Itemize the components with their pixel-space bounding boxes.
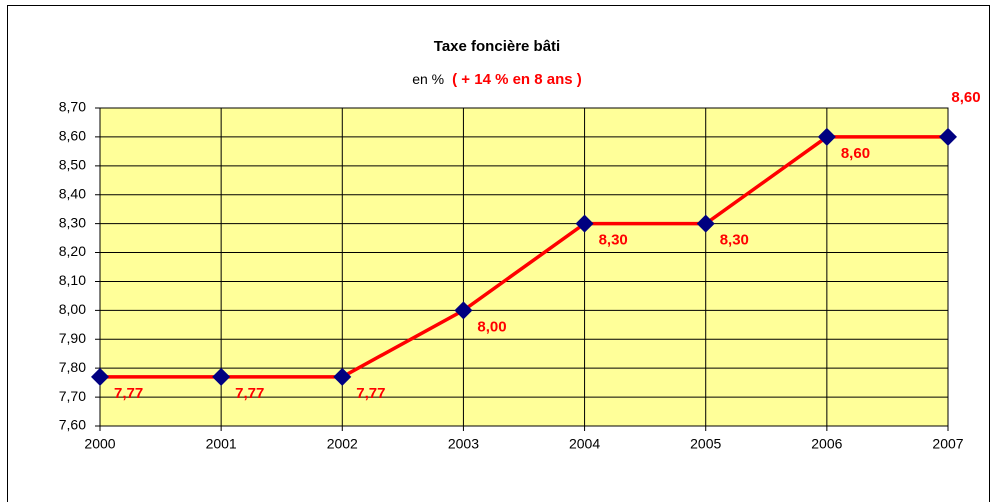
x-tick-label: 2000 [84, 436, 115, 452]
x-tick-label: 2002 [327, 436, 358, 452]
y-tick-label: 8,50 [59, 157, 86, 173]
data-label: 8,30 [599, 232, 628, 249]
data-label: 8,30 [720, 232, 749, 249]
y-tick-label: 8,20 [59, 243, 86, 259]
y-tick-label: 7,80 [59, 359, 86, 375]
data-point [575, 214, 594, 233]
data-label: 8,60 [951, 89, 980, 106]
data-point [212, 367, 231, 386]
data-point [939, 127, 957, 146]
y-tick-label: 7,90 [59, 330, 86, 346]
chart-subtitle-group: en % ( + 14 % en 8 ans ) [412, 71, 582, 88]
data-point [696, 214, 715, 233]
y-tick-label: 7,70 [59, 388, 86, 404]
x-tick-label: 2007 [932, 436, 963, 452]
y-tick-label: 8,00 [59, 301, 86, 317]
data-label: 7,77 [235, 385, 264, 402]
chart-annotation: ( + 14 % en 8 ans ) [452, 71, 582, 88]
y-tick-label: 8,40 [59, 185, 86, 201]
data-point [333, 367, 352, 386]
y-tick-label: 8,70 [59, 99, 86, 115]
y-tick-label: 8,10 [59, 272, 86, 288]
data-point [454, 301, 473, 320]
x-tick-label: 2003 [448, 436, 479, 452]
data-label: 8,00 [477, 318, 506, 335]
data-point [817, 127, 836, 146]
x-tick-label: 2005 [690, 436, 721, 452]
data-label: 8,60 [841, 145, 870, 162]
y-tick-label: 8,30 [59, 214, 86, 230]
series-line [100, 135, 948, 379]
x-tick-label: 2001 [206, 436, 237, 452]
chart-title: Taxe foncière bâti [434, 38, 560, 55]
x-tick-label: 2004 [569, 436, 600, 452]
chart-subtitle: en % [412, 71, 444, 87]
data-point [91, 367, 109, 386]
data-label: 7,77 [114, 385, 143, 402]
y-tick-label: 7,60 [59, 417, 86, 433]
x-tick-label: 2006 [811, 436, 842, 452]
data-label: 7,77 [356, 385, 385, 402]
y-tick-label: 8,60 [59, 128, 86, 144]
